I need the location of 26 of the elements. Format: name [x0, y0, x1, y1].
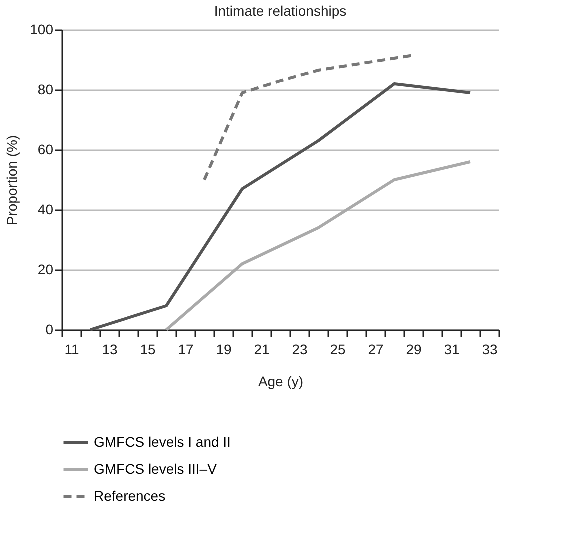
legend-label: References — [94, 488, 166, 504]
x-tick-label: 11 — [64, 342, 80, 358]
legend-label: GMFCS levels III–V — [94, 461, 218, 477]
y-axis-title: Proportion (%) — [4, 135, 20, 226]
y-tick-label: 60 — [38, 142, 54, 158]
y-tick-label: 100 — [30, 22, 54, 38]
x-tick-label: 17 — [178, 342, 194, 358]
legend-label: GMFCS levels I and II — [94, 434, 231, 450]
chart-title: Intimate relationships — [214, 3, 347, 19]
line-series — [165, 160, 472, 332]
x-tick-label: 21 — [254, 342, 270, 358]
x-tick-label: 27 — [368, 342, 384, 358]
x-tick-label: 19 — [216, 342, 232, 358]
x-tick-label: 29 — [406, 342, 422, 358]
x-tick-label: 25 — [330, 342, 346, 358]
y-tick-label: 0 — [46, 322, 54, 338]
x-tick-label: 15 — [140, 342, 156, 358]
x-tick-label: 31 — [444, 342, 460, 358]
line-series — [89, 82, 472, 332]
y-tick-label: 80 — [38, 82, 54, 98]
x-tick-label: 33 — [482, 342, 498, 358]
x-axis-title: Age (y) — [258, 374, 304, 390]
y-tick-label: 20 — [38, 262, 54, 278]
y-tick-label: 40 — [38, 202, 54, 218]
x-tick-label: 23 — [292, 342, 308, 358]
x-tick-label: 13 — [102, 342, 118, 358]
